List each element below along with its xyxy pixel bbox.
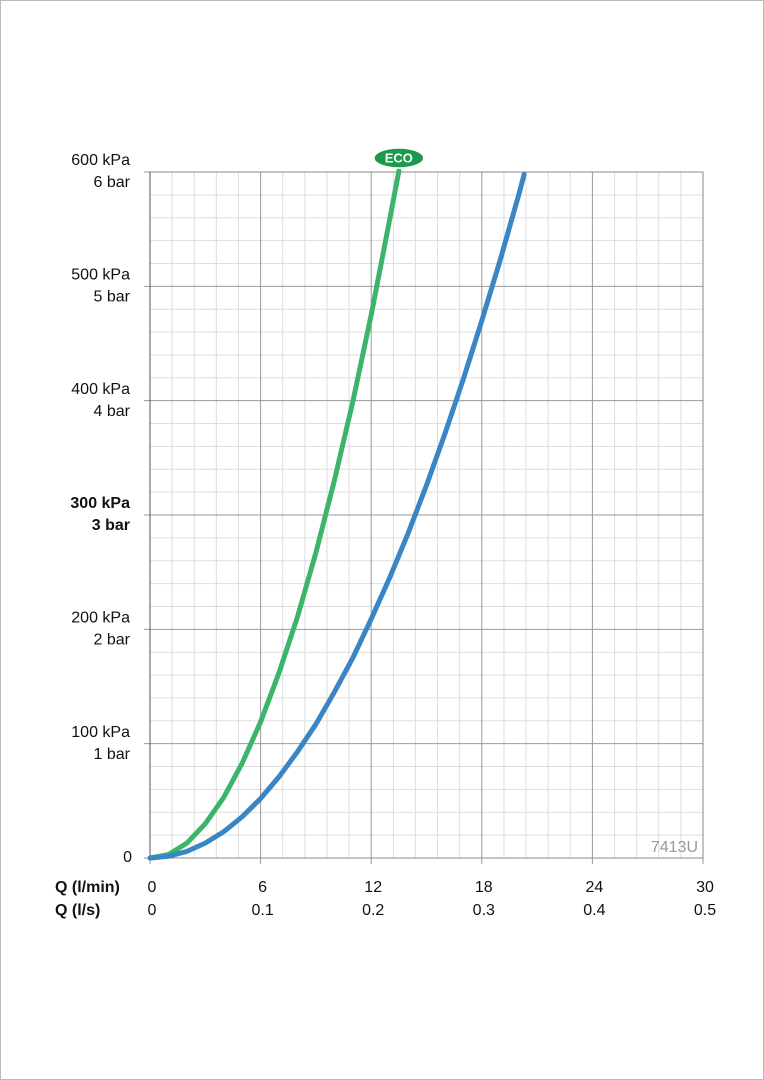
y2-tick-label: 2 bar xyxy=(94,632,131,649)
x2-tick-label: 0.3 xyxy=(473,902,495,919)
y-tick-label: 600 kPa xyxy=(71,152,130,169)
y2-tick-label: 5 bar xyxy=(94,289,131,306)
y-tick-label: 400 kPa xyxy=(71,381,130,398)
chart-code: 7413U xyxy=(651,839,698,856)
x-tick-label: 12 xyxy=(364,879,382,896)
line-series xyxy=(147,168,402,861)
y-tick-label: 100 kPa xyxy=(71,724,130,741)
x2-tick-label: 0 xyxy=(148,902,157,919)
legend-badge xyxy=(373,147,425,169)
x-tick-label: 6 xyxy=(258,879,267,896)
x-tick-label: 24 xyxy=(586,879,604,896)
line-series xyxy=(147,171,527,861)
legend-label: ECO xyxy=(385,150,413,165)
x2-tick-label: 0.4 xyxy=(583,902,605,919)
y2-tick-label: 3 bar xyxy=(92,517,130,534)
x-tick-label: 0 xyxy=(148,879,157,896)
x2-tick-label: 0.2 xyxy=(362,902,384,919)
x2-axis-label: Q (l/s) xyxy=(55,902,100,919)
y2-tick-label: 6 bar xyxy=(94,174,131,191)
x-tick-label: 30 xyxy=(696,879,714,896)
x2-tick-label: 0.1 xyxy=(251,902,273,919)
y-tick-label: 500 kPa xyxy=(71,267,130,284)
x-tick-label: 18 xyxy=(475,879,493,896)
y2-tick-label: 4 bar xyxy=(94,403,131,420)
y-tick-label: 0 xyxy=(123,849,132,866)
y2-tick-label: 1 bar xyxy=(94,746,131,763)
y-tick-label: 300 kPa xyxy=(70,495,130,512)
x-axis-label: Q (l/min) xyxy=(55,879,120,896)
x2-tick-label: 0.5 xyxy=(694,902,716,919)
y-tick-label: 200 kPa xyxy=(71,610,130,627)
